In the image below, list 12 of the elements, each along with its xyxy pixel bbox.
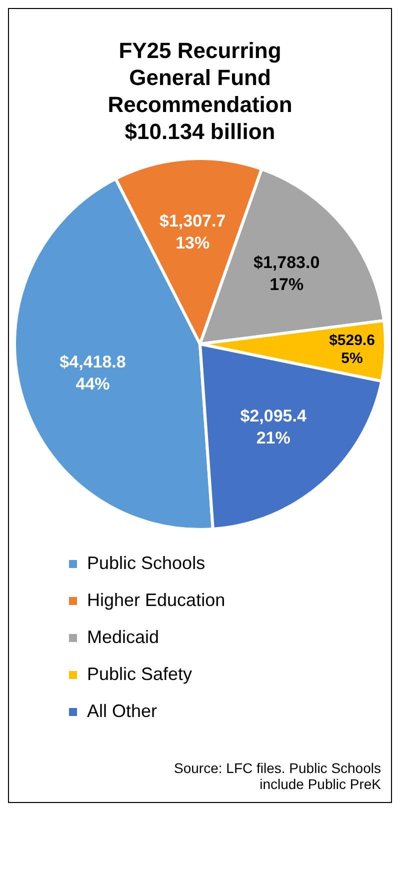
source-note: Source: LFC files. Public Schools include Public PreK (173, 760, 381, 792)
chart-title: FY25 Recurring General Fund Recommendation $10.134 billion (106, 37, 294, 145)
data-label: $2,095.4 21% (240, 406, 307, 448)
legend-label: All Other (87, 701, 158, 722)
legend-label: Public Safety (87, 664, 192, 685)
data-label: $1,783.0 17% (254, 252, 320, 294)
legend-label: Higher Education (87, 590, 226, 611)
legend-label: Medicaid (87, 627, 160, 648)
data-label: $4,418.8 44% (60, 352, 126, 394)
legend-label: Public Schools (87, 553, 206, 574)
data-label: $1,307.7 13% (160, 212, 226, 253)
data-label: $529.6 5% (329, 332, 375, 367)
